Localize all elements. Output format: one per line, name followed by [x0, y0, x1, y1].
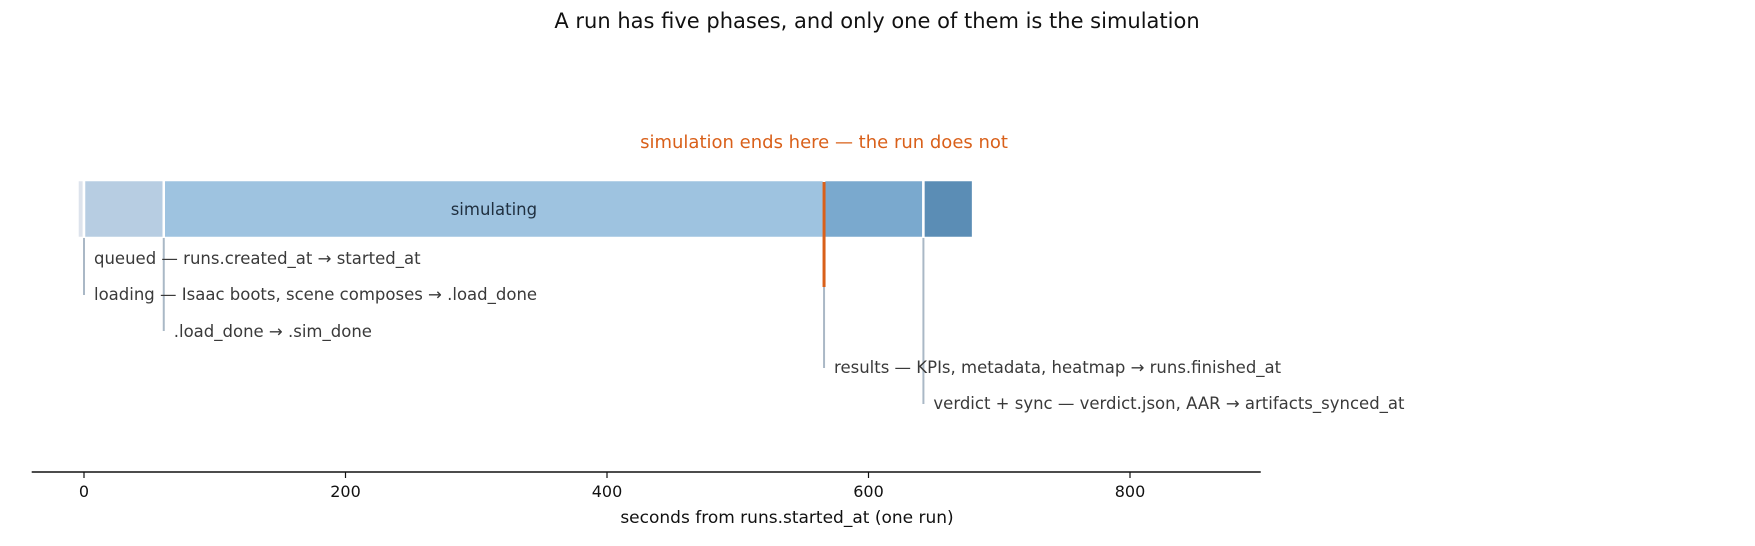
phase-label-verdict: verdict + sync — verdict.json, AAR → art…	[933, 394, 1405, 414]
x-tick-label-800: 800	[1115, 482, 1146, 501]
phase-labels: queued — runs.created_at → started_atloa…	[94, 200, 1405, 414]
sim-end-marker-group: simulation ends here — the run does not	[640, 132, 1008, 287]
x-tick-label-600: 600	[853, 482, 884, 501]
phase-bar-loading	[82, 178, 166, 240]
phase-bar-results	[822, 178, 925, 240]
x-axis-label: seconds from runs.started_at (one run)	[620, 508, 953, 528]
phase-bar-simulating	[162, 178, 826, 240]
phase-bars	[76, 178, 975, 240]
phase-bar-verdict	[922, 178, 975, 240]
phase-label-results: results — KPIs, metadata, heatmap → runs…	[834, 358, 1282, 378]
phase-label-queued: queued — runs.created_at → started_at	[94, 249, 421, 269]
x-tick-label-0: 0	[79, 482, 89, 501]
x-tick-label-200: 200	[330, 482, 361, 501]
x-axis: 0 200 400 600 800	[31, 471, 1261, 501]
phase-inbar-label-simulating: simulating	[451, 200, 537, 219]
chart-title: A run has five phases, and only one of t…	[554, 9, 1199, 33]
leader-lines	[83, 238, 925, 404]
x-tick-label-400: 400	[592, 482, 623, 501]
phase-label-simulating: .load_done → .sim_done	[174, 322, 372, 342]
sim-end-marker-label: simulation ends here — the run does not	[640, 132, 1008, 153]
phase-label-loading: loading — Isaac boots, scene composes → …	[94, 285, 537, 305]
